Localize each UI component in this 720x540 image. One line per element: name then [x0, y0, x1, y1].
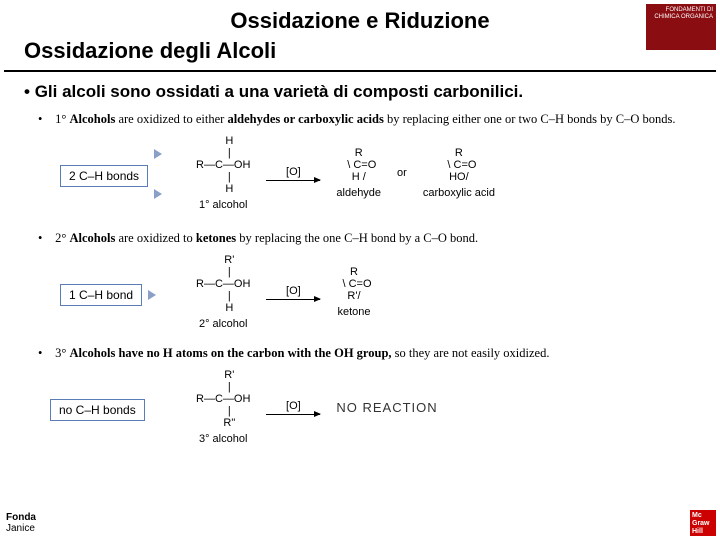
sub-bullet-2: 2° Alcohols are oxidized to ketones by r…: [0, 225, 720, 248]
mol-label: 1° alcohol: [196, 199, 250, 211]
reaction-arrow: [O]: [266, 400, 320, 415]
text-2a: are oxidized to: [115, 231, 196, 245]
no-reaction-label: NO REACTION: [336, 400, 437, 415]
footer-l2: Janice: [6, 523, 35, 534]
badge-noch: no C–H bonds: [50, 399, 145, 421]
degree-1: 1°: [55, 112, 66, 126]
mol-ketone: R \ C=O R'/ ketone: [336, 266, 371, 318]
oxid-label: [O]: [286, 285, 301, 297]
bold-2b: ketones: [196, 231, 236, 245]
mol-carboxylic: R \ C=O HO/ carboxylic acid: [423, 147, 495, 199]
mol-struct: R \ C=O H /: [336, 147, 381, 183]
bold-1a: Alcohols: [70, 112, 116, 126]
mol-struct: R \ C=O HO/: [423, 147, 495, 183]
mol-primary-alcohol: H | R—C—OH | H 1° alcohol: [196, 135, 250, 211]
badge-2ch: 2 C–H bonds: [60, 165, 148, 187]
publisher-badge-top: FONDAMENTI DI CHIMICA ORGANICA: [646, 4, 716, 50]
publisher-logo-bottom: Mc Graw Hill: [690, 510, 716, 536]
tri-icon: [148, 290, 156, 300]
bold-2a: Alcohols: [70, 231, 116, 245]
diagram-primary: 2 C–H bonds H | R—C—OH | H 1° alcohol [O…: [40, 135, 680, 221]
mol-struct: H | R—C—OH | H: [196, 135, 250, 195]
text-1a: are oxidized to either: [115, 112, 227, 126]
bold-3a: Alcohols have no H atoms on the carbon w…: [70, 346, 392, 360]
text-3b: so they are not easily oxidized.: [392, 346, 550, 360]
degree-2: 2°: [55, 231, 66, 245]
slide-title: Ossidazione e Riduzione: [0, 0, 720, 34]
diagram-secondary: 1 C–H bond R' | R—C—OH | H 2° alcohol [O…: [40, 254, 680, 336]
footer-left: Fonda Janice: [6, 512, 36, 534]
mol-struct: R \ C=O R'/: [336, 266, 371, 302]
diagram-tertiary: no C–H bonds R' | R—C—OH | R" 3° alcohol…: [40, 369, 680, 447]
text-2b: by replacing the one C–H bond by a C–O b…: [236, 231, 478, 245]
mol-label: aldehyde: [336, 187, 381, 199]
mol-label: carboxylic acid: [423, 187, 495, 199]
text-1b: by replacing either one or two C–H bonds…: [384, 112, 676, 126]
mol-secondary-alcohol: R' | R—C—OH | H 2° alcohol: [196, 254, 250, 330]
or-label: or: [397, 167, 407, 179]
tri-icon: [154, 189, 162, 199]
footer-l1: Fonda: [6, 512, 36, 523]
reaction-arrow: [O]: [266, 166, 320, 181]
mol-struct: R' | R—C—OH | H: [196, 254, 250, 314]
degree-3: 3°: [55, 346, 66, 360]
badge-1ch: 1 C–H bond: [60, 284, 142, 306]
sub-bullet-1: 1° Alcohols are oxidized to either aldeh…: [0, 106, 720, 129]
bold-1b: aldehydes or carboxylic acids: [227, 112, 383, 126]
tri-icon: [154, 149, 162, 159]
oxid-label: [O]: [286, 400, 301, 412]
mol-label: 2° alcohol: [196, 318, 250, 330]
no-reaction: NO REACTION: [336, 400, 437, 415]
reaction-arrow: [O]: [266, 285, 320, 300]
slide-subtitle: Ossidazione degli Alcoli: [4, 34, 716, 72]
mol-label: 3° alcohol: [196, 433, 250, 445]
main-bullet-text: Gli alcoli sono ossidati a una varietà d…: [35, 82, 523, 101]
sub-bullet-3: 3° Alcohols have no H atoms on the carbo…: [0, 340, 720, 363]
mol-tertiary-alcohol: R' | R—C—OH | R" 3° alcohol: [196, 369, 250, 445]
mol-label: ketone: [336, 306, 371, 318]
oxid-label: [O]: [286, 166, 301, 178]
main-bullet: • Gli alcoli sono ossidati a una varietà…: [0, 72, 720, 106]
mol-aldehyde: R \ C=O H / aldehyde: [336, 147, 381, 199]
mol-struct: R' | R—C—OH | R": [196, 369, 250, 429]
